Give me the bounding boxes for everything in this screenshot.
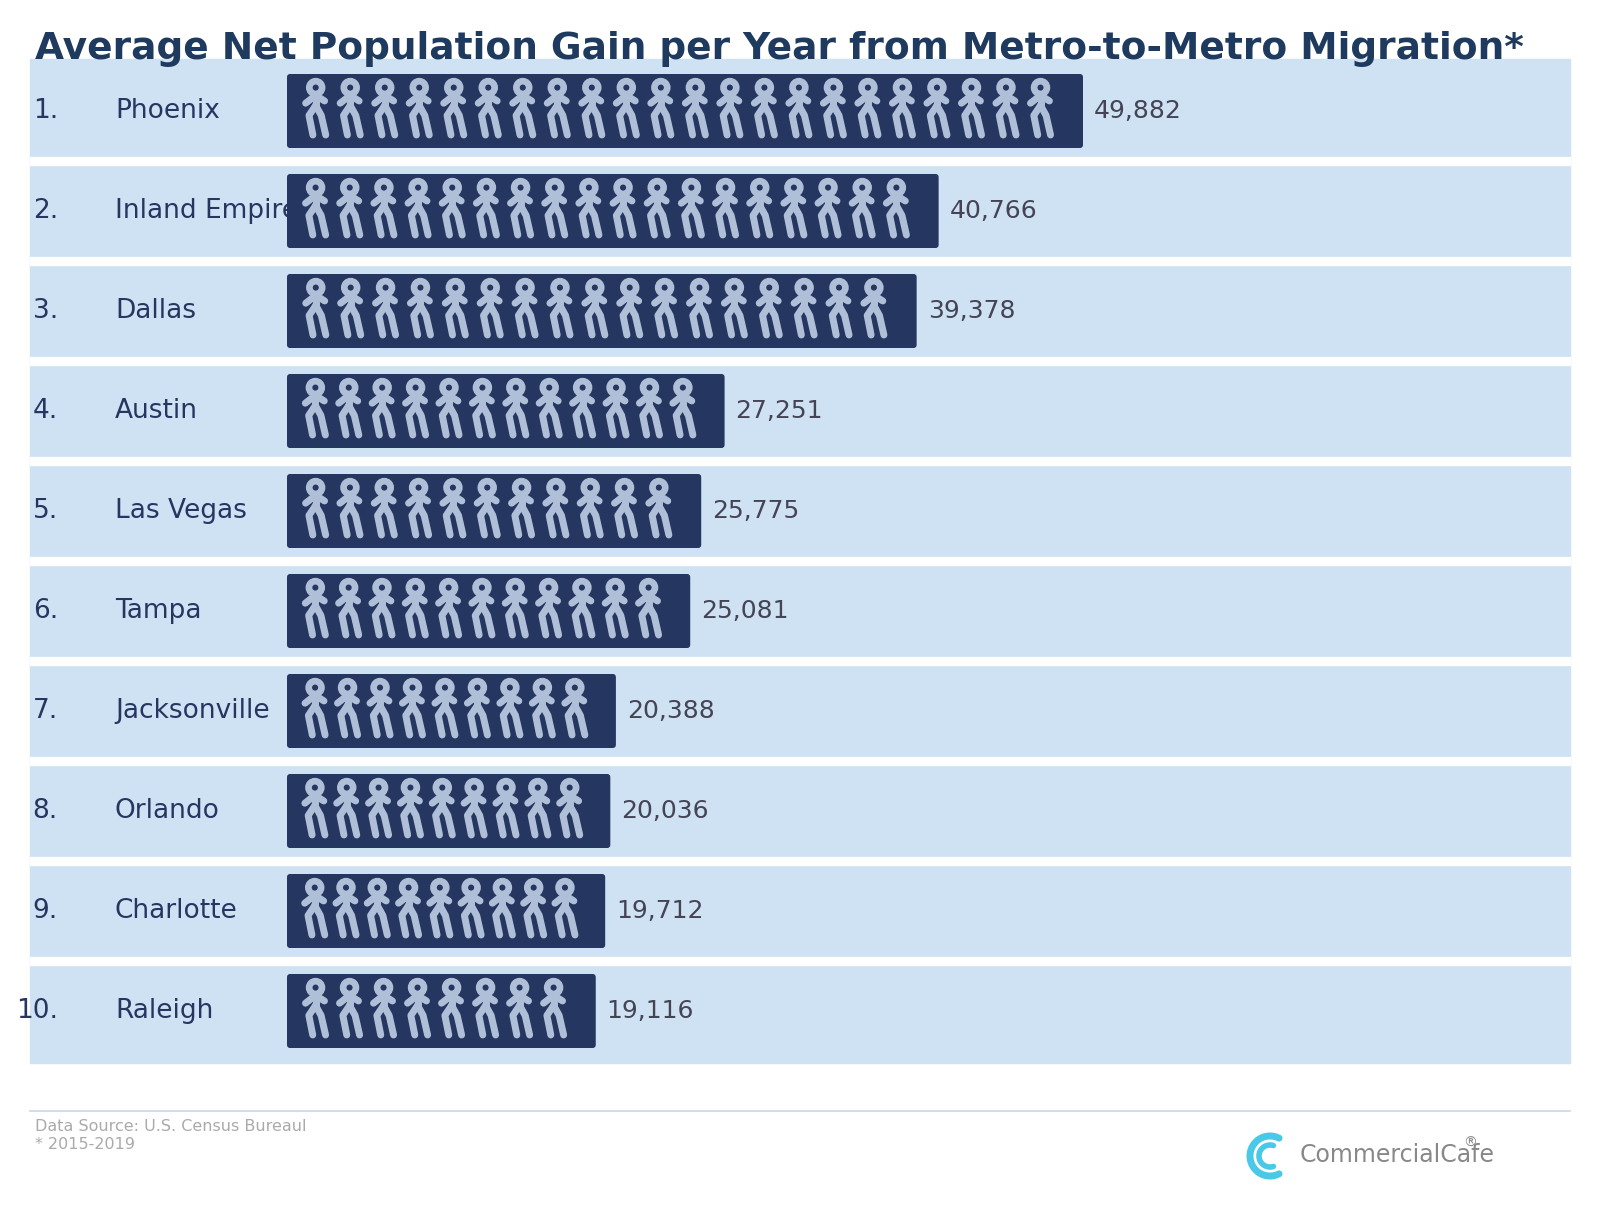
Text: 49,882: 49,882: [1094, 98, 1182, 123]
Text: Las Vegas: Las Vegas: [115, 499, 246, 524]
Bar: [30, 457, 1570, 465]
Text: ®: ®: [1462, 1136, 1477, 1150]
Text: 27,251: 27,251: [736, 399, 822, 423]
FancyBboxPatch shape: [286, 674, 616, 748]
Bar: [30, 358, 1570, 365]
Text: 25,081: 25,081: [701, 599, 789, 623]
Bar: [30, 758, 1570, 765]
Text: 40,766: 40,766: [950, 199, 1037, 223]
Text: 25,775: 25,775: [712, 499, 800, 523]
Bar: [30, 557, 1570, 565]
Text: Inland Empire: Inland Empire: [115, 198, 298, 224]
Text: 6.: 6.: [32, 598, 58, 624]
Text: 1.: 1.: [32, 98, 58, 124]
FancyBboxPatch shape: [286, 974, 595, 1048]
FancyBboxPatch shape: [286, 375, 725, 447]
Text: Tampa: Tampa: [115, 598, 202, 624]
FancyBboxPatch shape: [286, 574, 690, 648]
Text: Dallas: Dallas: [115, 298, 195, 323]
Text: Average Net Population Gain per Year from Metro-to-Metro Migration*: Average Net Population Gain per Year fro…: [35, 30, 1523, 67]
Text: Data Source: U.S. Census Bureaul: Data Source: U.S. Census Bureaul: [35, 1119, 307, 1135]
FancyBboxPatch shape: [286, 174, 939, 248]
Bar: [30, 257, 1570, 265]
Text: Jacksonville: Jacksonville: [115, 698, 270, 724]
Text: 3.: 3.: [32, 298, 58, 323]
Text: Phoenix: Phoenix: [115, 98, 219, 124]
Text: 10.: 10.: [16, 998, 58, 1024]
FancyBboxPatch shape: [286, 874, 605, 948]
Text: 8.: 8.: [32, 798, 58, 824]
Text: * 2015-2019: * 2015-2019: [35, 1137, 134, 1152]
Text: 2.: 2.: [32, 198, 58, 224]
FancyBboxPatch shape: [286, 775, 610, 848]
Text: 39,378: 39,378: [928, 299, 1014, 323]
Text: Orlando: Orlando: [115, 798, 219, 824]
Text: Raleigh: Raleigh: [115, 998, 213, 1024]
Bar: [30, 157, 1570, 165]
Text: 5.: 5.: [32, 499, 58, 524]
Text: Austin: Austin: [115, 398, 198, 424]
FancyBboxPatch shape: [286, 474, 701, 548]
Text: 7.: 7.: [32, 698, 58, 724]
FancyBboxPatch shape: [286, 74, 1083, 148]
Bar: [30, 657, 1570, 665]
Text: Charlotte: Charlotte: [115, 897, 238, 924]
Text: 19,712: 19,712: [616, 899, 704, 923]
Text: CommercialCafe: CommercialCafe: [1299, 1143, 1494, 1167]
Text: 20,388: 20,388: [627, 699, 715, 724]
Text: 19,116: 19,116: [606, 1000, 694, 1023]
Bar: [30, 957, 1570, 966]
Text: 20,036: 20,036: [621, 799, 709, 823]
FancyBboxPatch shape: [286, 274, 917, 348]
Text: 9.: 9.: [32, 897, 58, 924]
Bar: [30, 60, 1570, 1063]
Text: 4.: 4.: [32, 398, 58, 424]
Bar: [30, 857, 1570, 865]
